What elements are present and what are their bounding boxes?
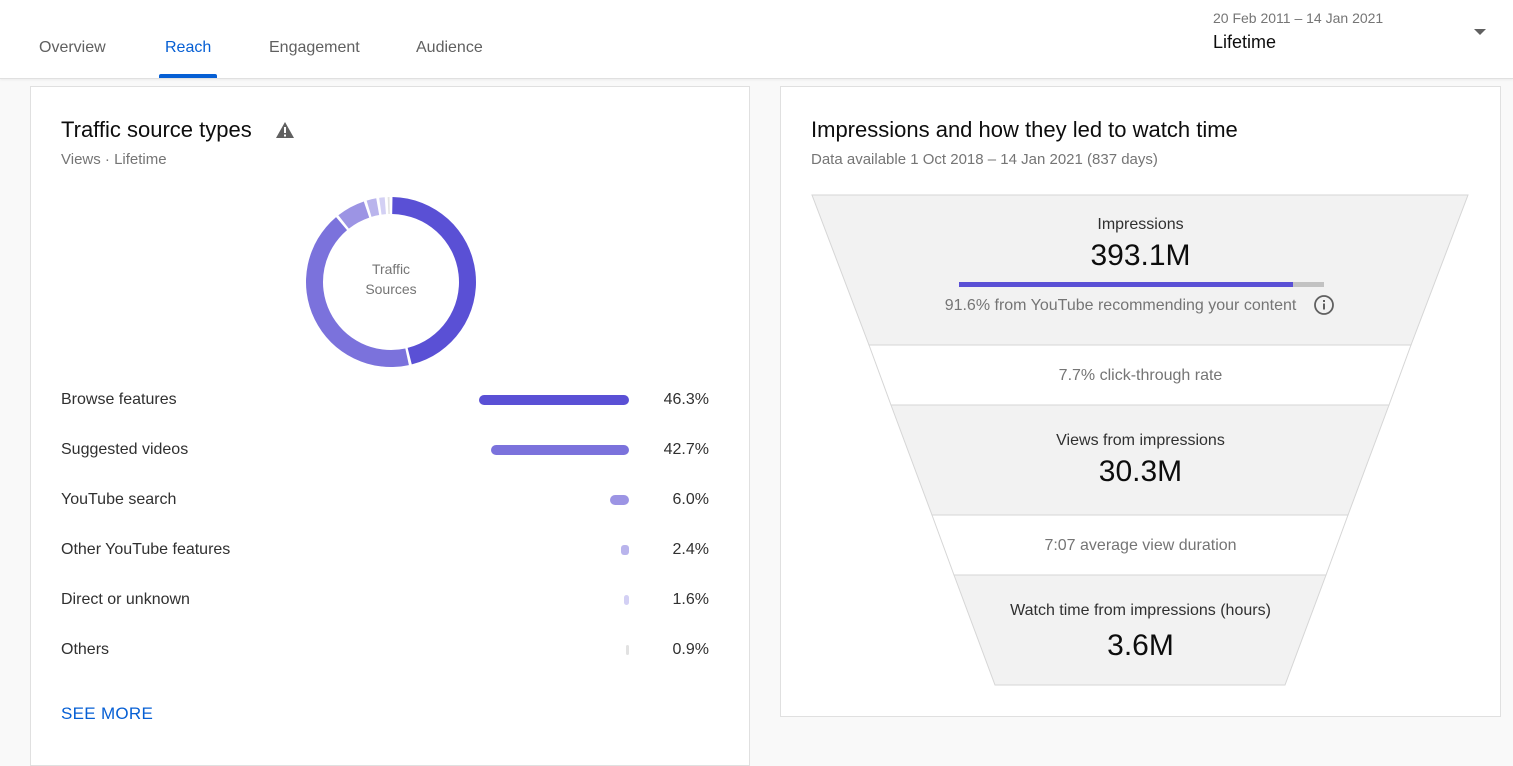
donut-center-line1: Traffic xyxy=(371,261,411,277)
source-label: YouTube search xyxy=(61,491,177,508)
views-value: 30.3M xyxy=(1098,455,1183,488)
source-label: Suggested videos xyxy=(61,441,189,458)
list-item[interactable]: Suggested videos 42.7% xyxy=(61,438,721,462)
impressions-title: Impressions and how they led to watch ti… xyxy=(811,117,1238,142)
avd-text: 7:07 average view duration xyxy=(1044,537,1237,554)
list-item[interactable]: Others 0.9% xyxy=(61,638,721,662)
funnel-watch-band xyxy=(953,574,1327,686)
recommend-text: 91.6% from YouTube recommending your con… xyxy=(944,297,1297,314)
source-bar xyxy=(626,645,629,655)
impressions-label: Impressions xyxy=(1097,216,1184,233)
tab-overview[interactable]: Overview xyxy=(39,39,106,56)
source-percent: 46.3% xyxy=(663,391,709,408)
source-percent: 2.4% xyxy=(672,541,709,558)
tab-audience[interactable]: Audience xyxy=(416,39,483,56)
donut-slice[interactable] xyxy=(366,198,380,217)
active-tab-indicator xyxy=(159,74,218,78)
impressions-card: Impressions and how they led to watch ti… xyxy=(780,86,1501,717)
warning-icon[interactable] xyxy=(275,121,295,139)
source-label: Browse features xyxy=(61,391,177,408)
see-more-button[interactable]: SEE MORE xyxy=(61,704,154,723)
donut-slice[interactable] xyxy=(392,197,477,365)
traffic-source-card: Traffic source types Views · Lifetime Tr… xyxy=(30,86,750,766)
donut-slice[interactable] xyxy=(306,217,409,367)
list-item[interactable]: Direct or unknown 1.6% xyxy=(61,588,721,612)
donut-center-line2: Sources xyxy=(365,281,417,297)
source-label: Direct or unknown xyxy=(61,591,190,608)
watch-time-label: Watch time from impressions (hours) xyxy=(1010,602,1271,619)
source-percent: 0.9% xyxy=(672,641,709,658)
donut-slice[interactable] xyxy=(379,197,386,215)
impressions-subtitle: Data available 1 Oct 2018 – 14 Jan 2021 … xyxy=(811,151,1158,168)
tab-engagement[interactable]: Engagement xyxy=(269,39,360,56)
source-bar xyxy=(609,495,629,505)
source-percent: 42.7% xyxy=(663,441,709,458)
ctr-text: 7.7% click-through rate xyxy=(1058,367,1223,384)
source-bar xyxy=(623,595,629,605)
info-icon[interactable] xyxy=(1314,295,1334,315)
tab-reach[interactable]: Reach xyxy=(159,0,218,78)
donut-center-label: Traffic Sources xyxy=(304,259,478,299)
source-percent: 6.0% xyxy=(672,491,709,508)
traffic-subtitle: Views · Lifetime xyxy=(61,151,167,168)
list-item[interactable]: YouTube search 6.0% xyxy=(61,488,721,512)
source-label: Others xyxy=(61,641,110,658)
date-range-text[interactable]: 20 Feb 2011 – 14 Jan 2021 xyxy=(1213,10,1384,26)
source-bar xyxy=(490,445,629,455)
source-bar xyxy=(621,545,629,555)
recommend-bar-fill xyxy=(959,282,1294,287)
traffic-donut-chart[interactable] xyxy=(304,195,478,369)
donut-slice[interactable] xyxy=(338,201,370,229)
impressions-funnel xyxy=(811,194,1469,686)
list-item[interactable]: Browse features 46.3% xyxy=(61,388,721,412)
source-percent: 1.6% xyxy=(672,591,709,608)
source-bar xyxy=(479,395,629,405)
list-item[interactable]: Other YouTube features 2.4% xyxy=(61,538,721,562)
traffic-title: Traffic source types xyxy=(61,117,252,142)
watch-time-value: 3.6M xyxy=(1107,629,1174,662)
impressions-value: 393.1M xyxy=(1090,239,1191,272)
donut-slice[interactable] xyxy=(387,197,390,215)
views-label: Views from impressions xyxy=(1056,432,1225,449)
source-label: Other YouTube features xyxy=(61,541,231,558)
date-period-label[interactable]: Lifetime xyxy=(1213,32,1277,52)
dropdown-arrow-icon[interactable] xyxy=(1474,29,1486,35)
top-bar: Overview Reach Engagement Audience 20 Fe… xyxy=(0,0,1513,79)
